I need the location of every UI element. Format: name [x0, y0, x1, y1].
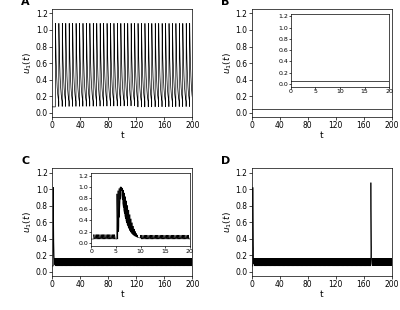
- Text: A: A: [21, 0, 30, 7]
- X-axis label: t: t: [120, 290, 124, 299]
- X-axis label: t: t: [320, 131, 324, 140]
- X-axis label: t: t: [320, 290, 324, 299]
- Y-axis label: $u_1(t)$: $u_1(t)$: [221, 211, 234, 233]
- Text: D: D: [220, 156, 230, 166]
- Y-axis label: $u_1(t)$: $u_1(t)$: [22, 52, 34, 74]
- Y-axis label: $u_1(t)$: $u_1(t)$: [221, 52, 234, 74]
- X-axis label: t: t: [120, 131, 124, 140]
- Text: C: C: [21, 156, 29, 166]
- Text: B: B: [220, 0, 229, 7]
- Y-axis label: $u_1(t)$: $u_1(t)$: [22, 211, 34, 233]
